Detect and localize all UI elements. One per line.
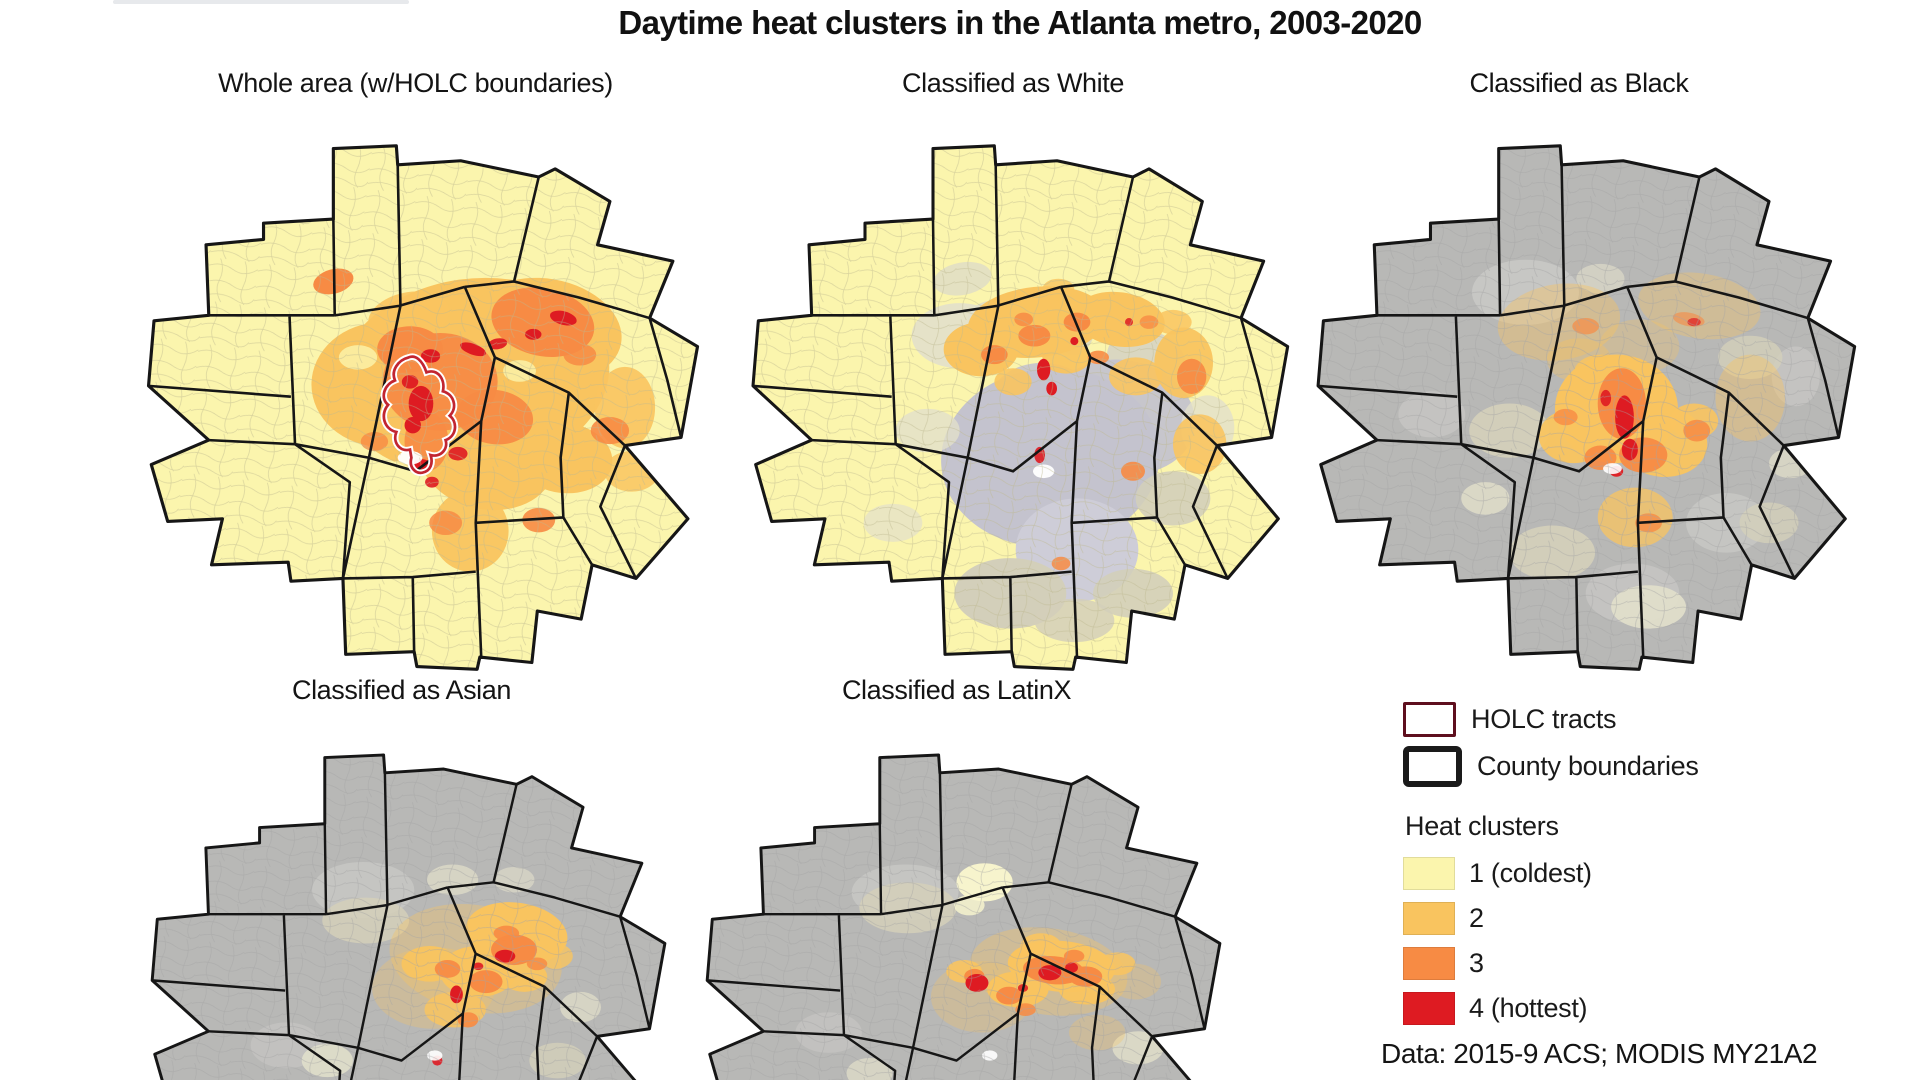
cluster-3-swatch bbox=[1403, 947, 1455, 980]
panel-title-black: Classified as Black bbox=[1469, 68, 1689, 98]
map-classified-latinx bbox=[688, 727, 1225, 1080]
holc-tracts-swatch bbox=[1403, 702, 1456, 737]
legend-item-cluster-1: 1 (coldest) bbox=[1403, 857, 1915, 890]
tract-clusters-layer bbox=[152, 755, 665, 1080]
legend-item-cluster-2: 2 bbox=[1403, 902, 1915, 935]
choropleth-svg-asian bbox=[150, 753, 667, 1080]
panel-title-white: Classified as White bbox=[902, 68, 1124, 98]
county-boundaries-lines bbox=[148, 164, 683, 658]
choropleth-svg-black bbox=[1316, 144, 1857, 671]
panel-title-asian: Classified as Asian bbox=[291, 675, 511, 705]
holc-outline bbox=[382, 355, 457, 475]
holc-tracts-label: HOLC tracts bbox=[1471, 704, 1617, 734]
data-source-caption: Data: 2015-9 ACS; MODIS MY21A2 bbox=[1381, 1038, 1818, 1069]
panel-title-latinx: Classified as LatinX bbox=[841, 675, 1072, 705]
tract-boundaries-texture bbox=[707, 755, 1220, 1080]
cluster-1-swatch bbox=[1403, 857, 1455, 890]
tract-boundaries-texture bbox=[1318, 145, 1855, 670]
choropleth-svg-white bbox=[751, 144, 1290, 671]
cluster-2-swatch bbox=[1403, 902, 1455, 935]
tract-clusters-layer bbox=[148, 145, 698, 670]
tract-clusters-layer bbox=[753, 145, 1288, 670]
tract-clusters-layer bbox=[707, 755, 1220, 1080]
cluster-1-label: 1 (coldest) bbox=[1469, 858, 1592, 888]
map-classified-asian bbox=[133, 727, 670, 1080]
cluster-4-swatch bbox=[1403, 992, 1455, 1025]
choropleth-svg-latinx bbox=[705, 753, 1222, 1080]
tract-boundaries-texture bbox=[148, 145, 698, 670]
metro-outline bbox=[150, 753, 667, 1080]
county-boundaries-lines bbox=[753, 164, 1273, 658]
map-whole-area bbox=[128, 116, 703, 672]
legend-county-row: County boundaries bbox=[1403, 746, 1915, 787]
map-classified-black bbox=[1298, 116, 1860, 672]
tract-clusters-layer bbox=[1318, 145, 1855, 670]
cluster-4-label: 4 (hottest) bbox=[1469, 993, 1588, 1023]
legend-item-cluster-3: 3 bbox=[1403, 947, 1915, 980]
figure-title: Daytime heat clusters in the Atlanta met… bbox=[618, 4, 1422, 41]
metro-outline bbox=[705, 753, 1222, 1080]
metro-outline bbox=[1316, 144, 1857, 671]
tract-boundaries-texture bbox=[753, 145, 1288, 670]
choropleth-svg-whole bbox=[146, 144, 700, 671]
metro-outline bbox=[751, 144, 1290, 671]
heat-clusters-legend-title: Heat clusters bbox=[1405, 811, 1559, 841]
county-boundaries-lines bbox=[707, 772, 1206, 1080]
county-boundaries-label: County boundaries bbox=[1477, 751, 1699, 781]
county-boundaries-swatch bbox=[1403, 746, 1462, 787]
window-edge-artifact bbox=[113, 0, 409, 4]
metro-outline bbox=[146, 144, 700, 671]
map-classified-white bbox=[733, 116, 1293, 672]
cluster-3-label: 3 bbox=[1469, 948, 1484, 978]
tract-boundaries-texture bbox=[152, 755, 665, 1080]
legend-holc-row: HOLC tracts bbox=[1403, 702, 1915, 737]
cluster-2-label: 2 bbox=[1469, 903, 1484, 933]
county-boundaries-lines bbox=[1318, 164, 1840, 658]
legend-item-cluster-4: 4 (hottest) bbox=[1403, 992, 1915, 1025]
county-boundaries-lines bbox=[152, 772, 651, 1080]
legend: HOLC tracts County boundaries Heat clust… bbox=[1403, 702, 1915, 1038]
panel-title-whole-area: Whole area (w/HOLC boundaries) bbox=[218, 68, 613, 98]
